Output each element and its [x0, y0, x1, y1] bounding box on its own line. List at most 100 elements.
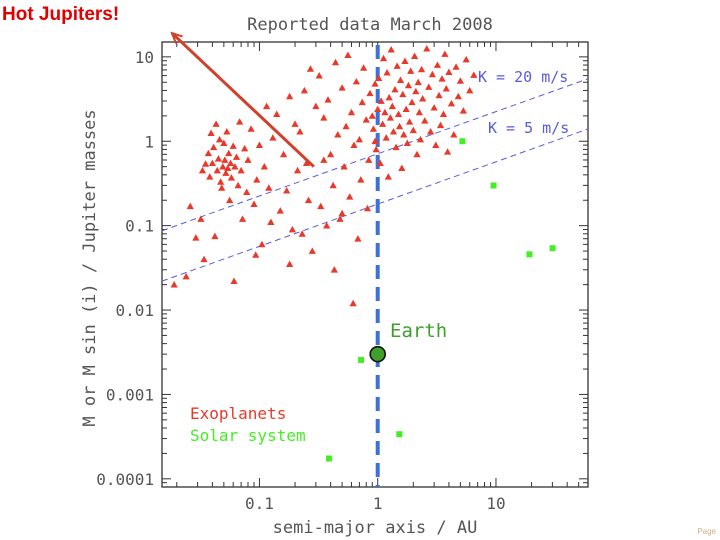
- exoplanet-point: [347, 108, 356, 116]
- exoplanet-point: [342, 122, 350, 130]
- exoplanet-point: [201, 160, 210, 167]
- exoplanet-point: [441, 50, 449, 57]
- exoplanet-point: [401, 57, 409, 65]
- y-tick-label: 0.001: [106, 385, 154, 404]
- exoplanet-point: [393, 62, 401, 69]
- exoplanet-point: [404, 81, 413, 89]
- exoplanet-point: [436, 121, 445, 129]
- exoplanet-point: [298, 230, 306, 237]
- exoplanet-point: [447, 99, 456, 107]
- exoplanet-point: [394, 110, 403, 117]
- exoplanet-point: [379, 54, 388, 62]
- exoplanet-point: [236, 118, 244, 125]
- exoplanet-point: [426, 128, 435, 135]
- exoplanet-point: [258, 240, 266, 248]
- y-tick-label: 0.01: [115, 301, 154, 320]
- k-line: [161, 128, 589, 282]
- exoplanet-point: [407, 67, 415, 74]
- page-label: Page: [697, 527, 716, 536]
- exoplanet-point: [408, 98, 416, 106]
- exoplanet-point: [283, 187, 291, 194]
- exoplanet-point: [349, 299, 357, 307]
- exoplanet-point: [279, 150, 288, 158]
- exoplanet-point: [170, 281, 178, 288]
- exoplanet-point: [244, 156, 252, 163]
- x-tick-label: 10: [486, 494, 505, 513]
- exoplanet-point: [459, 107, 467, 114]
- x-tick-label: 0.1: [245, 494, 274, 513]
- exoplanet-point: [304, 196, 313, 204]
- earth-label: Earth: [390, 320, 447, 342]
- exoplanet-point: [388, 102, 396, 110]
- exoplanet-point: [430, 104, 438, 111]
- exoplanet-point: [466, 86, 474, 94]
- exoplanet-point: [368, 112, 376, 119]
- exoplanet-point: [340, 163, 348, 170]
- exoplanet-point: [323, 222, 331, 229]
- plot-frame: [161, 41, 589, 488]
- exoplanet-point: [247, 125, 255, 132]
- solar-system-point: [549, 245, 556, 252]
- exoplanet-point: [306, 65, 315, 72]
- exoplanet-point: [362, 116, 370, 123]
- exoplanet-point: [327, 150, 335, 158]
- exoplanet-point: [338, 209, 346, 217]
- exoplanet-point: [444, 148, 452, 155]
- exoplanet-point: [302, 159, 311, 167]
- exoplanet-point: [381, 108, 389, 116]
- exoplanet-point: [386, 114, 394, 121]
- exoplanet-point: [226, 196, 234, 204]
- exoplanet-point: [363, 204, 372, 212]
- exoplanet-point: [442, 85, 450, 92]
- exoplanet-point: [329, 181, 337, 189]
- exoplanet-point: [238, 215, 247, 222]
- exoplanet-point: [428, 70, 436, 78]
- exoplanet-point: [369, 125, 378, 132]
- exoplanet-point: [206, 173, 214, 180]
- exoplanet-point: [263, 102, 271, 110]
- exoplanet-point: [296, 128, 304, 135]
- exoplanet-point: [350, 141, 358, 148]
- exoplanet-point: [395, 122, 404, 130]
- solar-system-point: [325, 455, 332, 462]
- exoplanet-point: [223, 128, 231, 135]
- exoplanet-point: [308, 247, 316, 254]
- exoplanet-point: [212, 120, 220, 127]
- exoplanet-point: [221, 156, 229, 163]
- exoplanet-point: [273, 110, 281, 117]
- exoplanet-point: [421, 117, 429, 124]
- exoplanet-point: [230, 277, 238, 285]
- exoplanet-point: [214, 155, 223, 162]
- exoplanet-point: [410, 52, 419, 60]
- exoplanet-point: [382, 134, 390, 141]
- exoplanet-point: [399, 90, 407, 98]
- exoplanet-point: [288, 225, 297, 233]
- y-tick-label: 10: [135, 48, 154, 67]
- y-axis-label: M or M sin (i) / Jupiter masses: [80, 109, 100, 426]
- exoplanet-point: [376, 159, 384, 167]
- exoplanet-point: [215, 135, 224, 143]
- exoplanet-point: [392, 143, 400, 151]
- exoplanet-point: [208, 159, 216, 167]
- exoplanet-point: [213, 166, 221, 174]
- solar-system-point: [526, 251, 533, 258]
- exoplanet-point: [253, 176, 261, 183]
- exoplanet-point: [182, 272, 190, 280]
- legend-solar-system: Solar system: [190, 426, 306, 445]
- exoplanet-point: [365, 156, 373, 163]
- plot-area: 0.1 1 10 10 1 0.1 0.01 0.001 0.0001 K = 20 m/s K =…: [96, 31, 589, 513]
- y-tick-label: 0.0001: [96, 470, 154, 489]
- exoplanet-point: [234, 181, 242, 189]
- solar-system-point: [396, 431, 403, 438]
- exoplanet-point: [419, 95, 427, 102]
- exoplanet-point: [372, 145, 380, 153]
- exoplanet-point: [324, 96, 332, 103]
- exoplanet-point: [413, 150, 421, 158]
- exoplanet-point: [222, 169, 230, 176]
- exoplanet-point: [197, 215, 205, 222]
- y-tick-label: 0.1: [125, 217, 154, 236]
- exoplanet-point: [224, 164, 232, 172]
- exoplanet-point: [435, 91, 443, 99]
- hot-jupiters-title: Hot Jupiters!: [2, 4, 120, 25]
- exoplanet-point: [379, 120, 387, 127]
